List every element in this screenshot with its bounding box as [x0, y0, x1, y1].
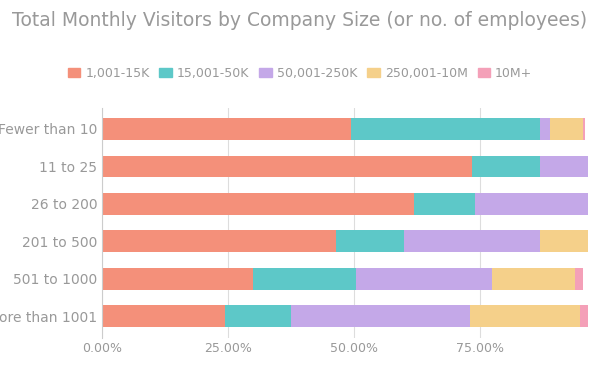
Bar — [593, 193, 596, 215]
Bar — [102, 268, 253, 290]
Bar — [102, 118, 351, 140]
Bar — [470, 305, 580, 327]
Legend: 1,001-15K, 15,001-50K, 50,001-250K, 250,001-10M, 10M+: 1,001-15K, 15,001-50K, 50,001-250K, 250,… — [62, 62, 538, 85]
Bar — [583, 118, 586, 140]
Bar — [540, 118, 550, 140]
Bar — [102, 193, 414, 215]
Bar — [102, 230, 336, 252]
Bar — [540, 230, 588, 252]
Text: Total Monthly Visitors by Company Size (or no. of employees): Total Monthly Visitors by Company Size (… — [13, 11, 587, 30]
Bar — [580, 305, 590, 327]
Bar — [550, 118, 583, 140]
Bar — [102, 155, 472, 177]
Bar — [472, 155, 540, 177]
Bar — [540, 155, 598, 177]
Bar — [493, 268, 575, 290]
Bar — [598, 155, 600, 177]
Bar — [414, 193, 475, 215]
Bar — [475, 193, 593, 215]
Bar — [404, 230, 540, 252]
Bar — [291, 305, 470, 327]
Bar — [102, 305, 226, 327]
Bar — [575, 268, 583, 290]
Bar — [253, 268, 356, 290]
Bar — [336, 230, 404, 252]
Bar — [356, 268, 493, 290]
Bar — [351, 118, 540, 140]
Bar — [226, 305, 291, 327]
